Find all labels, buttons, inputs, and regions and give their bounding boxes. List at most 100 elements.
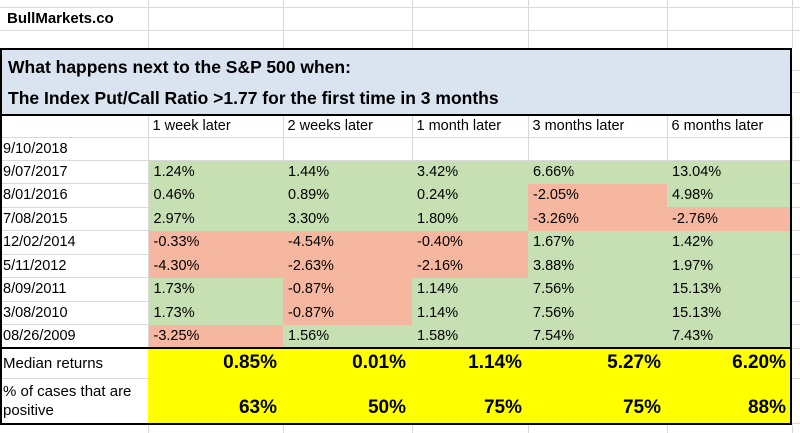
sliver-cell (792, 207, 800, 231)
sliver-cell (792, 254, 800, 278)
gridline (0, 30, 800, 31)
table-row: 8/09/2011 1.73% -0.87% 1.14% 7.56% 15.13… (0, 277, 800, 302)
gridline (528, 425, 529, 433)
title-line-1: What happens next to the S&P 500 when: (8, 57, 351, 77)
date-cell[interactable]: 9/07/2017 (0, 160, 149, 184)
value-cell[interactable] (148, 137, 284, 161)
title-cell[interactable]: What happens next to the S&P 500 when: T… (0, 48, 792, 116)
value-cell[interactable]: 15.13% (667, 301, 792, 325)
value-cell[interactable]: -0.87% (283, 301, 412, 325)
value-cell[interactable]: 1.42% (667, 230, 792, 254)
value-cell[interactable]: -2.63% (283, 254, 412, 278)
value-cell[interactable]: 7.56% (528, 277, 667, 301)
gridline (283, 425, 284, 433)
table-row: 7/08/2015 2.97% 3.30% 1.80% -3.26% -2.76… (0, 207, 800, 231)
median-row: Median returns 0.85% 0.01% 1.14% 5.27% 6… (0, 348, 800, 379)
sliver-cell (792, 378, 800, 424)
value-cell[interactable]: 7.43% (667, 324, 792, 348)
value-cell[interactable]: 1.14% (412, 301, 528, 325)
sliver-cell (792, 277, 800, 302)
value-cell[interactable]: -3.26% (528, 207, 667, 231)
value-cell[interactable]: -2.76% (667, 207, 792, 231)
value-cell[interactable]: 15.13% (667, 277, 792, 301)
percent-positive-value-cell[interactable]: 88% (667, 378, 792, 423)
value-cell[interactable]: 1.80% (412, 207, 528, 231)
brand-cell[interactable]: BullMarkets.co (7, 10, 114, 27)
date-cell[interactable]: 9/10/2018 (0, 137, 149, 161)
value-cell[interactable]: 1.67% (528, 230, 667, 254)
percent-positive-row: % of cases that are positive 63% 50% 75%… (0, 378, 800, 424)
value-cell[interactable]: 4.98% (667, 183, 792, 207)
table-row: 08/26/2009 -3.25% 1.56% 1.58% 7.54% 7.43… (0, 324, 800, 349)
date-cell[interactable]: 8/09/2011 (0, 277, 149, 302)
value-cell[interactable]: 1.58% (412, 324, 528, 348)
value-cell[interactable]: 7.56% (528, 301, 667, 325)
value-cell[interactable]: 6.66% (528, 160, 667, 184)
value-cell[interactable]: 1.97% (667, 254, 792, 278)
date-cell[interactable]: 5/11/2012 (0, 254, 149, 278)
median-value-cell[interactable]: 0.85% (148, 348, 283, 378)
median-value-cell[interactable]: 0.01% (283, 348, 412, 378)
sliver-cell (792, 137, 800, 161)
header-cell-1-week[interactable]: 1 week later (148, 116, 284, 138)
header-cell-2-weeks[interactable]: 2 weeks later (283, 116, 413, 138)
gridline (792, 70, 800, 71)
value-cell[interactable] (528, 137, 668, 161)
median-value-cell[interactable]: 5.27% (528, 348, 667, 378)
returns-table: 1 week later 2 weeks later 1 month later… (0, 116, 800, 424)
value-cell[interactable]: -4.54% (283, 230, 412, 254)
value-cell[interactable]: -2.16% (412, 254, 528, 278)
sliver-cell (792, 301, 800, 325)
value-cell[interactable]: 3.88% (528, 254, 667, 278)
percent-positive-label-cell[interactable]: % of cases that are positive (0, 378, 148, 423)
date-cell[interactable]: 08/26/2009 (0, 324, 149, 349)
value-cell[interactable]: 1.56% (283, 324, 412, 348)
value-cell[interactable]: -4.30% (148, 254, 283, 278)
header-cell-empty[interactable] (0, 116, 149, 138)
value-cell[interactable]: -2.05% (528, 183, 667, 207)
value-cell[interactable]: 7.54% (528, 324, 667, 348)
value-cell[interactable]: 1.44% (283, 160, 412, 184)
value-cell[interactable]: 3.30% (283, 207, 412, 231)
value-cell[interactable]: -0.33% (148, 230, 283, 254)
date-cell[interactable]: 8/01/2016 (0, 183, 149, 208)
value-cell[interactable] (412, 137, 529, 161)
percent-positive-value-cell[interactable]: 50% (283, 378, 412, 423)
gridline (148, 425, 149, 433)
header-row: 1 week later 2 weeks later 1 month later… (0, 116, 800, 138)
header-cell-6-months[interactable]: 6 months later (667, 116, 793, 138)
gridline (148, 0, 149, 48)
value-cell[interactable]: -0.87% (283, 277, 412, 301)
header-cell-3-months[interactable]: 3 months later (528, 116, 668, 138)
value-cell[interactable]: 2.97% (148, 207, 283, 231)
value-cell[interactable]: 1.14% (412, 277, 528, 301)
title-line-2: The Index Put/Call Ratio >1.77 for the f… (8, 88, 499, 108)
value-cell[interactable]: 3.42% (412, 160, 528, 184)
value-cell[interactable]: -0.40% (412, 230, 528, 254)
median-value-cell[interactable]: 6.20% (667, 348, 792, 378)
value-cell[interactable]: 0.89% (283, 183, 412, 207)
table-row: 5/11/2012 -4.30% -2.63% -2.16% 3.88% 1.9… (0, 254, 800, 278)
value-cell[interactable]: 1.24% (148, 160, 283, 184)
percent-positive-value-cell[interactable]: 75% (528, 378, 667, 423)
date-cell[interactable]: 7/08/2015 (0, 207, 149, 231)
sliver-cell (792, 183, 800, 208)
value-cell[interactable]: 1.73% (148, 277, 283, 301)
percent-positive-value-cell[interactable]: 63% (148, 378, 283, 423)
value-cell[interactable]: 1.73% (148, 301, 283, 325)
value-cell[interactable]: 13.04% (667, 160, 792, 184)
value-cell[interactable]: 0.46% (148, 183, 283, 207)
percent-positive-value-cell[interactable]: 75% (412, 378, 528, 423)
median-label-cell[interactable]: Median returns (0, 348, 148, 379)
date-cell[interactable]: 3/08/2010 (0, 301, 149, 325)
gridline (0, 7, 800, 8)
header-cell-1-month[interactable]: 1 month later (412, 116, 529, 138)
value-cell[interactable] (667, 137, 793, 161)
median-value-cell[interactable]: 1.14% (412, 348, 528, 378)
table-row: 9/10/2018 (0, 137, 800, 161)
value-cell[interactable] (283, 137, 413, 161)
date-cell[interactable]: 12/02/2014 (0, 230, 149, 255)
value-cell[interactable]: -3.25% (148, 324, 283, 348)
value-cell[interactable]: 0.24% (412, 183, 528, 207)
